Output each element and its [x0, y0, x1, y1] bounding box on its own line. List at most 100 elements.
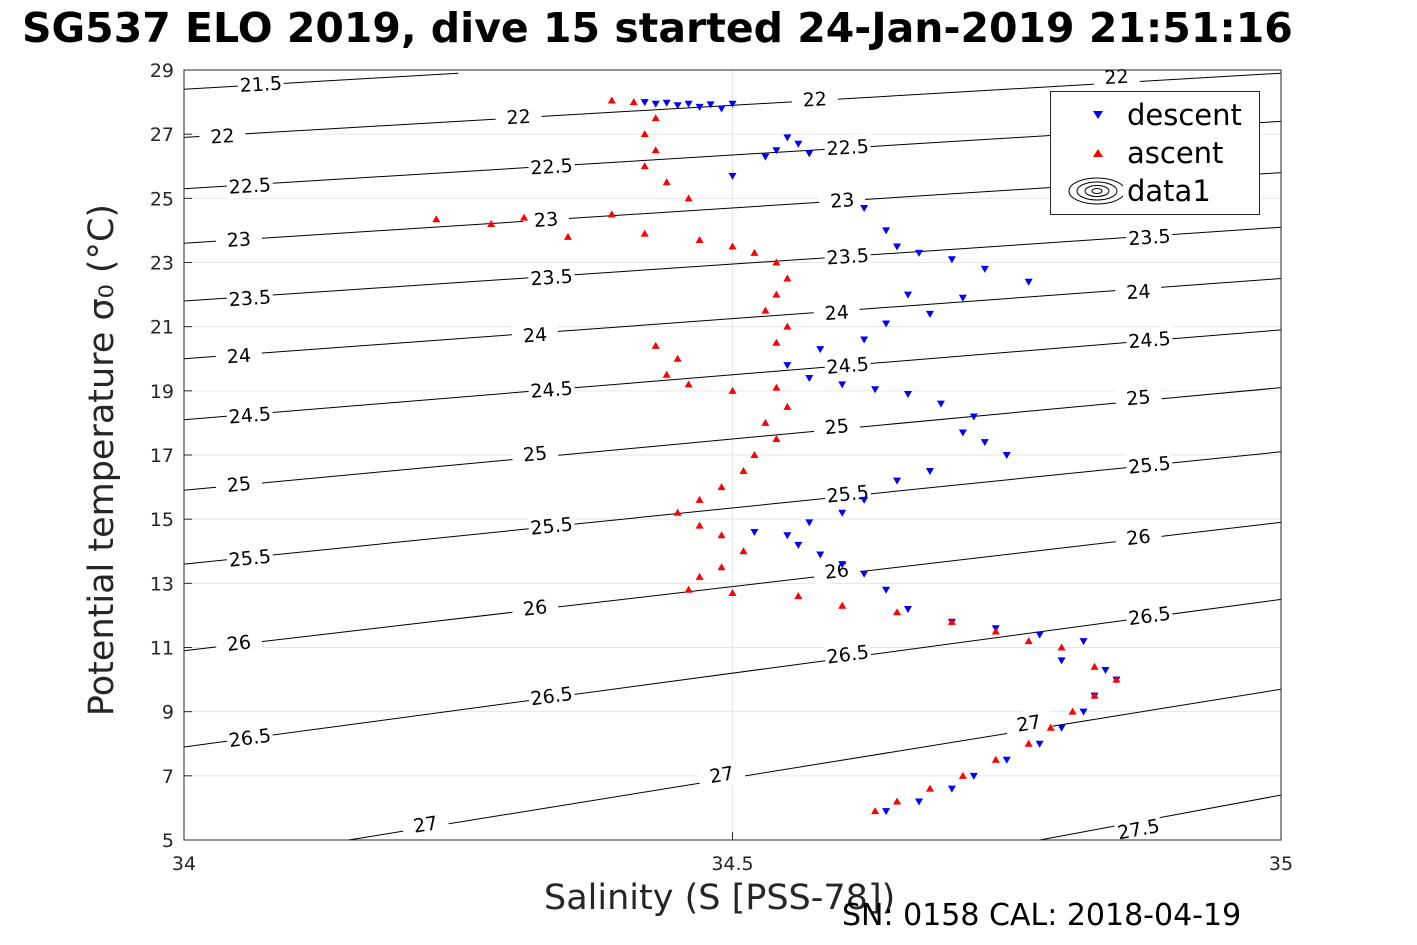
descent-point [860, 204, 869, 212]
descent-point [1057, 657, 1066, 665]
contour-label-text: 24 [824, 301, 850, 325]
descent-point [706, 101, 715, 109]
contour-label: 26.5 [823, 638, 873, 669]
y-tick-label: 29 [150, 60, 174, 82]
legend-label-ascent: ascent [1127, 136, 1224, 170]
ascent-point [728, 386, 737, 394]
contour-label: 27 [400, 808, 450, 840]
descent-point [1101, 666, 1110, 674]
descent-point [882, 808, 891, 816]
contour-label-text: 25.5 [1127, 453, 1171, 479]
contour-label: 26.5 [1124, 600, 1174, 631]
y-tick-label: 19 [150, 381, 174, 403]
contour-label-text: 25 [522, 442, 548, 466]
legend-item-descent: descent [1051, 96, 1259, 134]
contour-line-26 [183, 521, 1282, 652]
ascent-point [695, 495, 704, 503]
ascent-point [684, 194, 693, 202]
legend-item-data1: data1 [1051, 172, 1259, 210]
contour-label: 25.5 [225, 543, 274, 572]
ascent-point [838, 601, 847, 609]
contour-label: 26 [1114, 522, 1163, 552]
ascent-point [728, 242, 737, 250]
contour-label-text: 23.5 [826, 245, 870, 270]
contour-label: 22.5 [527, 152, 576, 180]
ascent-point [893, 608, 902, 616]
descent-point [838, 561, 847, 569]
contour-label: 25 [812, 412, 861, 441]
contour-label-text: 26.5 [529, 683, 574, 710]
ascent-point [684, 585, 693, 593]
descent-point [1024, 278, 1033, 286]
descent-point [805, 375, 814, 382]
descent-point [947, 256, 956, 264]
descent-point [805, 519, 814, 527]
contour-ellipses-icon [1068, 177, 1123, 205]
descent-point [816, 346, 825, 354]
contour-label-text: 25.5 [228, 546, 272, 572]
ascent-point [607, 96, 616, 104]
legend-label-data1: data1 [1127, 174, 1211, 208]
ascent-point [1024, 739, 1033, 747]
descent-point [969, 772, 978, 780]
ascent-point [487, 220, 496, 227]
descent-point [662, 99, 671, 107]
ascent-point [640, 162, 649, 170]
contour-label: 24 [511, 321, 559, 349]
ascent-point [947, 617, 956, 625]
contour-label-text: 23 [829, 189, 855, 213]
descent-point [958, 294, 967, 302]
y-tick-label: 27 [150, 124, 174, 146]
contour-line-27.5 [1039, 794, 1282, 841]
legend: descent ascent data1 [1050, 91, 1260, 215]
descent-point [1002, 452, 1011, 459]
ascent-point [695, 236, 704, 244]
descent-point [651, 100, 660, 108]
descent-point [1002, 756, 1011, 764]
descent-point [794, 541, 803, 549]
y-tick-label: 15 [150, 509, 174, 531]
contour-label: 25 [511, 439, 560, 468]
ascent-point [673, 508, 682, 516]
descent-point [925, 310, 934, 318]
contour-label-text: 25.5 [529, 513, 573, 539]
contour-label-text: 26 [522, 596, 549, 621]
ascent-point [640, 229, 649, 237]
descent-point [860, 496, 869, 504]
contour-label-text: 23 [226, 228, 252, 252]
descent-point [914, 249, 923, 257]
ascent-point [772, 338, 781, 346]
ascent-point [684, 380, 693, 388]
descent-point [914, 798, 923, 806]
ascent-point [772, 434, 781, 442]
contour-label-text: 22.5 [826, 136, 870, 161]
density-contours: 21.5 22 22 22 22 22.5 22.5 22.5 23 23 23 23.5 23.5 23… [183, 63, 1282, 845]
y-tick-label: 25 [150, 188, 174, 210]
legend-item-ascent: ascent [1051, 134, 1259, 172]
contour-label: 22 [198, 122, 247, 150]
y-tick-label: 9 [162, 702, 174, 724]
ascent-point [1068, 707, 1077, 715]
contour-label: 23.5 [527, 263, 576, 291]
contour-label: 24.5 [527, 375, 576, 404]
contour-label-text: 25 [1125, 386, 1151, 410]
contour-label-text: 26 [824, 559, 851, 584]
contour-label-text: 21.5 [239, 73, 283, 97]
contour-label: 22.5 [823, 133, 872, 161]
contour-label-text: 22 [506, 106, 531, 129]
ascent-point [783, 274, 792, 282]
legend-label-descent: descent [1127, 98, 1242, 132]
ascent-point [651, 114, 660, 122]
ascent-point [750, 248, 759, 256]
contour-label-text: 26.5 [1127, 603, 1172, 630]
ascent-point [728, 588, 737, 596]
descent-point [969, 413, 978, 421]
descent-point [1079, 638, 1088, 646]
descent-point [871, 386, 880, 394]
contour-label: 24.5 [823, 351, 872, 380]
ascent-point [651, 146, 660, 154]
contour-label: 24 [215, 341, 263, 370]
contour-label: 25.5 [527, 511, 576, 540]
ascent-point [772, 290, 781, 298]
descent-point [893, 477, 902, 485]
